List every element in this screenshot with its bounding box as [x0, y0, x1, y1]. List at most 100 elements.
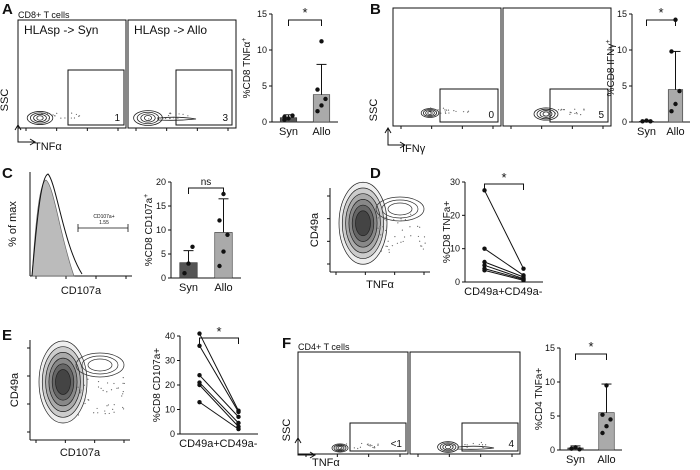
- event-dot: [560, 108, 563, 110]
- event-dot: [431, 112, 433, 114]
- plot-title: HLAsp -> Syn: [24, 23, 98, 37]
- event-dot: [79, 392, 81, 394]
- gate-rectangle: [67, 69, 125, 126]
- y-tick-label: 10: [165, 405, 175, 415]
- event-dot: [455, 446, 457, 448]
- event-dot: [385, 219, 387, 221]
- event-dot: [339, 448, 341, 450]
- pair-line: [199, 401, 239, 430]
- panel-label: C: [2, 165, 13, 182]
- panel-header: CD4+ T cells: [298, 342, 350, 352]
- event-dot: [156, 114, 158, 116]
- flow-plot-allo: [127, 19, 237, 129]
- event-dot: [163, 117, 165, 119]
- y-tick-label: 10: [156, 225, 166, 235]
- y-tick-label: 10: [545, 377, 555, 387]
- histogram-sample: [31, 173, 83, 277]
- y-axis-label: SSC: [368, 99, 380, 122]
- y-axis-label: % of max: [7, 201, 19, 247]
- event-dot: [368, 444, 370, 446]
- contour-tail: [157, 116, 197, 121]
- event-dot: [372, 446, 374, 449]
- data-point: [669, 49, 674, 54]
- event-dot: [113, 411, 115, 413]
- y-tick-label: 0: [455, 277, 460, 287]
- y-tick-label: 30: [165, 356, 175, 366]
- event-dot: [447, 109, 450, 111]
- data-point: [315, 87, 320, 92]
- y-axis-label: CD49a: [309, 212, 321, 247]
- event-dot: [480, 441, 482, 444]
- significance-bracket: [575, 353, 607, 360]
- event-dot: [410, 213, 412, 215]
- contour-tail: [457, 445, 495, 450]
- pair-line: [199, 382, 239, 424]
- y-tick-label: 0: [161, 273, 166, 283]
- event-dot: [384, 218, 386, 220]
- event-dot: [64, 117, 66, 119]
- significance-bracket: [288, 19, 322, 26]
- contour-line: [539, 110, 553, 118]
- data-point: [521, 266, 526, 271]
- event-dot: [71, 112, 73, 114]
- gate-value: 4: [508, 439, 514, 450]
- significance-label: *: [658, 5, 663, 20]
- contour-line: [29, 112, 51, 124]
- data-point: [482, 263, 487, 268]
- event-dot: [583, 108, 585, 110]
- event-dot: [359, 446, 362, 448]
- gate-rectangle: [461, 422, 519, 452]
- event-dot: [97, 380, 100, 383]
- event-dot: [388, 249, 390, 251]
- event-dot: [422, 248, 424, 250]
- event-dot: [80, 389, 82, 391]
- event-dot: [106, 382, 109, 384]
- data-point: [236, 409, 241, 415]
- event-dot: [97, 386, 100, 388]
- pair-line: [484, 268, 524, 280]
- event-dot: [481, 444, 484, 446]
- event-dot: [172, 117, 175, 119]
- panel-label: F: [282, 335, 291, 352]
- x-tick-label: Syn: [637, 126, 656, 138]
- event-dot: [452, 443, 454, 445]
- contour-level: [55, 369, 71, 395]
- y-tick-label: 10: [257, 45, 267, 55]
- data-point: [190, 244, 195, 249]
- event-dot: [113, 382, 115, 385]
- arrow-head-right: [399, 141, 406, 149]
- event-dot: [377, 443, 379, 445]
- x-axis-label: TNFα: [312, 457, 340, 469]
- contour-level: [387, 202, 413, 216]
- event-dot: [455, 110, 457, 113]
- event-dot: [377, 217, 379, 219]
- event-dot: [168, 112, 171, 114]
- flow-plot-allo: [409, 351, 521, 455]
- event-dot: [562, 108, 564, 111]
- event-dot: [403, 236, 406, 238]
- data-point: [186, 261, 191, 266]
- event-dot: [560, 109, 562, 111]
- event-dot: [450, 446, 452, 448]
- event-dot: [87, 399, 89, 401]
- event-dot: [420, 245, 422, 247]
- significance-label: *: [588, 339, 593, 354]
- event-dot: [113, 404, 115, 406]
- data-point: [197, 343, 202, 348]
- event-dot: [42, 114, 44, 116]
- data-point: [323, 96, 328, 102]
- histogram-isotype: [31, 179, 75, 277]
- event-dot: [60, 117, 62, 119]
- event-dot: [387, 240, 389, 242]
- event-dot: [393, 219, 395, 221]
- event-dot: [453, 444, 455, 446]
- pair-line: [199, 333, 239, 411]
- event-dot: [382, 226, 384, 228]
- y-tick-label: 10: [450, 244, 460, 254]
- y-axis-label: CD49a: [9, 372, 21, 407]
- significance-label: ns: [201, 177, 212, 188]
- event-dot: [87, 378, 89, 380]
- event-dot: [167, 114, 170, 117]
- gate-rectangle: [175, 69, 233, 126]
- event-dot: [391, 245, 394, 247]
